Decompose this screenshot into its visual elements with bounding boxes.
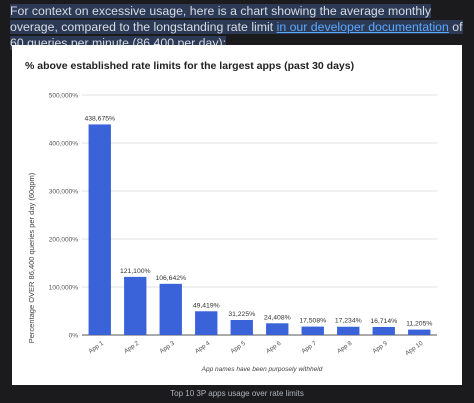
data-label: 17,508% <box>299 318 326 325</box>
intro-paragraph: For context on excessive usage, here is … <box>10 3 472 51</box>
intro-text-before: For context on excessive usage, here is … <box>10 4 432 34</box>
data-label: 121,100% <box>120 268 151 275</box>
x-tick-label: App 7 <box>300 340 318 355</box>
y-tick-label: 200,000% <box>49 237 78 244</box>
x-tick-label: App 6 <box>265 340 283 355</box>
data-label: 16,714% <box>370 318 397 325</box>
bar-app-7 <box>301 326 324 335</box>
y-tick-label: 400,000% <box>49 141 78 148</box>
chart-figure: % above established rate limits for the … <box>12 45 462 385</box>
bar-app-8 <box>337 326 360 335</box>
bar-chart: % above established rate limits for the … <box>25 60 437 373</box>
bar-app-2 <box>124 276 147 335</box>
x-tick-label: App 10 <box>404 340 425 357</box>
data-label: 438,675% <box>84 115 115 122</box>
y-tick-label: 0% <box>69 333 79 340</box>
x-tick-label: App 8 <box>336 340 354 355</box>
figure-caption: Top 10 3P apps usage over rate limits <box>170 389 304 398</box>
data-label: 17,234% <box>335 318 362 325</box>
data-label: 31,225% <box>228 311 255 318</box>
y-tick-label: 300,000% <box>49 189 78 196</box>
y-axis-label: Percentage OVER 86,400 queries per day (… <box>27 172 36 343</box>
x-axis-label: App names have been purposely withheld <box>201 366 323 373</box>
bar-app-6 <box>266 323 289 335</box>
data-label: 49,419% <box>193 302 220 309</box>
y-tick-label: 100,000% <box>49 285 78 292</box>
bar-app-1 <box>88 124 111 335</box>
bar-app-9 <box>372 326 395 335</box>
bar-app-5 <box>230 320 253 335</box>
x-tick-label: App 3 <box>158 340 176 355</box>
bar-app-10 <box>408 329 431 335</box>
x-tick-label: App 9 <box>371 340 389 355</box>
x-tick-label: App 4 <box>194 340 212 355</box>
x-tick-label: App 1 <box>87 340 105 355</box>
intro-highlight: For context on excessive usage, here is … <box>10 4 463 50</box>
x-tick-label: App 5 <box>229 340 247 355</box>
bar-app-4 <box>195 311 218 335</box>
y-tick-label: 500,000% <box>49 93 78 100</box>
x-tick-label: App 2 <box>123 340 141 355</box>
chart-title: % above established rate limits for the … <box>25 60 354 72</box>
data-label: 11,205% <box>406 321 432 328</box>
data-label: 106,642% <box>155 275 186 282</box>
data-label: 24,408% <box>264 314 291 321</box>
developer-docs-link[interactable]: in our developer documentation <box>276 20 449 34</box>
bar-app-3 <box>159 283 182 335</box>
